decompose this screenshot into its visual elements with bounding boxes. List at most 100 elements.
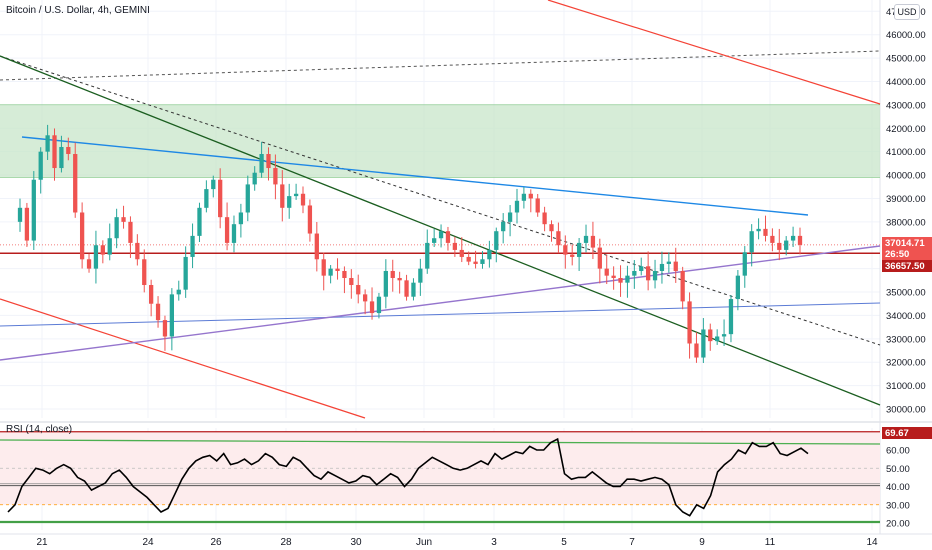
price-tick-label: 34000.00 xyxy=(886,311,926,322)
candle-body xyxy=(708,329,713,342)
candle-body xyxy=(652,270,658,281)
candle-body xyxy=(452,242,458,250)
candle-body xyxy=(349,277,354,286)
candle-body xyxy=(245,184,250,213)
countdown-label-bg xyxy=(882,249,932,260)
candle-body xyxy=(100,245,105,255)
candle-body xyxy=(728,299,734,335)
candle-body xyxy=(321,259,326,276)
candle-body xyxy=(169,294,174,337)
rsi-value-label-bg xyxy=(882,427,932,439)
time-tick-label: Jun xyxy=(416,537,432,548)
candle-body xyxy=(38,151,43,180)
rsi-panel xyxy=(0,431,881,524)
candle-body xyxy=(397,277,402,281)
price-tick-label: 45000.00 xyxy=(886,54,926,65)
candle-body xyxy=(149,285,154,304)
candle-body xyxy=(763,228,768,236)
rsi-line xyxy=(7,437,809,517)
candle-body xyxy=(376,296,382,314)
candle-body xyxy=(155,303,161,321)
price-tick-label: 41000.00 xyxy=(886,147,926,158)
time-tick-label: 28 xyxy=(280,537,292,548)
candle-body xyxy=(673,261,678,271)
candle-body xyxy=(639,266,644,271)
candle-body xyxy=(293,193,299,197)
currency-badge[interactable]: USD xyxy=(894,4,920,20)
candle-body xyxy=(24,207,30,241)
candle-body xyxy=(535,198,540,213)
candle-body xyxy=(418,268,423,283)
candle-body xyxy=(218,179,223,218)
candle-body xyxy=(135,242,140,260)
time-axis[interactable]: 21 24 26 28 30 Jun 3 5 7 9 11 14 xyxy=(36,537,878,548)
candle-body xyxy=(328,268,333,276)
candle-body xyxy=(300,193,306,206)
time-tick-label: 26 xyxy=(210,537,222,548)
rsi-tick-label: 30.00 xyxy=(886,500,910,511)
red-channel-lower xyxy=(0,298,366,419)
countdown-label: 26:50 xyxy=(885,249,909,260)
candle-body xyxy=(183,256,188,290)
time-tick-label: 14 xyxy=(866,537,878,548)
candle-body xyxy=(432,238,437,243)
candle-body xyxy=(514,200,520,213)
candle-body xyxy=(52,135,57,169)
candle-body xyxy=(797,235,803,245)
candle-body xyxy=(273,168,278,185)
dashed-ascending-line xyxy=(0,50,881,81)
price-tick-label: 32000.00 xyxy=(886,358,926,369)
candle-body xyxy=(259,154,264,173)
candle-body xyxy=(211,179,216,190)
time-tick-label: 7 xyxy=(629,537,635,548)
time-tick-label: 30 xyxy=(350,537,362,548)
candle-body xyxy=(59,146,64,169)
candle-body xyxy=(238,212,244,225)
candle-body xyxy=(494,231,499,250)
candle-body xyxy=(549,224,554,232)
time-tick-label: 9 xyxy=(699,537,705,548)
candle-body xyxy=(252,172,257,185)
candle-body xyxy=(128,221,133,243)
candle-body xyxy=(756,228,761,232)
candle-body xyxy=(162,320,168,337)
candle-body xyxy=(611,275,616,278)
price-tick-label: 39000.00 xyxy=(886,194,926,205)
blue-support-line xyxy=(0,302,881,327)
candle-body xyxy=(266,154,271,169)
candle-body xyxy=(666,261,671,264)
candle-body xyxy=(597,247,602,269)
candle-body xyxy=(335,268,340,271)
candle-body xyxy=(618,277,623,283)
candle-body xyxy=(79,212,85,260)
candle-body xyxy=(563,245,568,255)
horizontal-line-price-label: 36657.50 xyxy=(885,261,925,272)
candle-body xyxy=(715,336,720,342)
candle-body xyxy=(701,329,706,358)
candle-body xyxy=(66,146,71,155)
candle-body xyxy=(445,231,451,243)
candle-body xyxy=(487,249,492,260)
candle-body xyxy=(646,266,651,281)
candle-body xyxy=(314,233,319,260)
candle-body xyxy=(176,289,181,295)
rsi-resistance-trend xyxy=(0,439,881,445)
rsi-tick-label: 20.00 xyxy=(886,519,910,530)
price-tick-label: 44000.00 xyxy=(886,77,926,88)
candle-series xyxy=(17,124,803,364)
candle-body xyxy=(224,217,230,243)
price-tick-label: 46000.00 xyxy=(886,30,926,41)
candle-body xyxy=(280,184,285,208)
candle-body xyxy=(190,235,195,257)
candle-body xyxy=(411,282,416,297)
dashed-descending-line xyxy=(0,55,881,346)
time-tick-label: 5 xyxy=(561,537,567,548)
last-price-label-bg xyxy=(882,237,932,249)
candle-body xyxy=(528,193,533,199)
candle-body xyxy=(570,254,575,257)
price-tick-label: 35000.00 xyxy=(886,288,926,299)
candle-body xyxy=(583,235,589,243)
green-descending-trend xyxy=(0,55,881,406)
symbol-legend: Bitcoin / U.S. Dollar, 4h, GEMINI xyxy=(6,5,150,16)
